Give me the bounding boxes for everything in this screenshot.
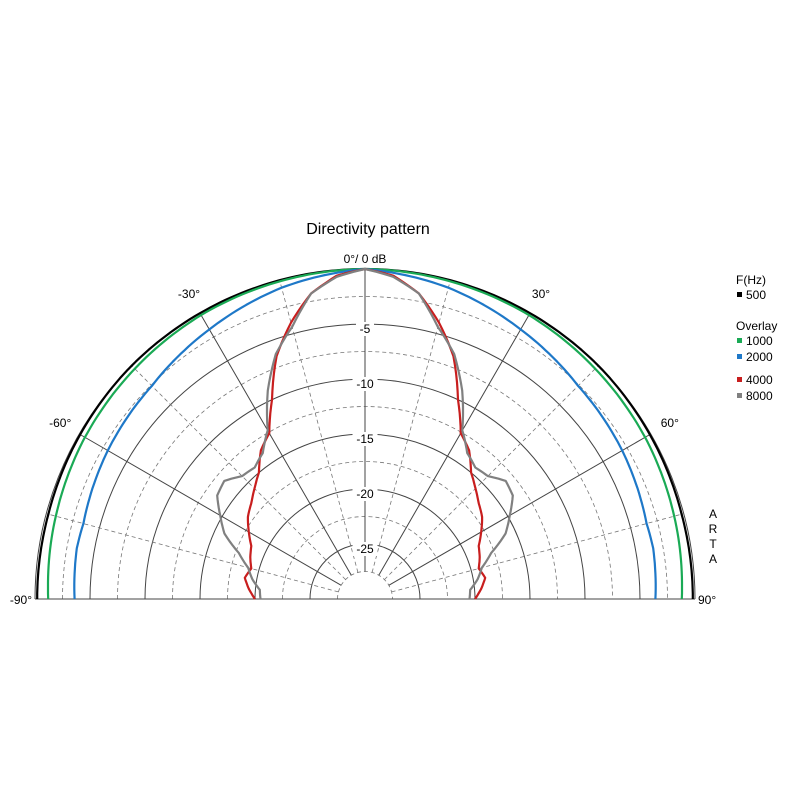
legend-swatch [737,354,742,359]
db-label-bg [352,542,378,556]
legend-swatch [737,393,742,398]
grid-radial [378,312,531,576]
grid-radial [46,513,339,593]
legend-label: 8000 [746,389,773,403]
angle-label: 60° [661,416,679,430]
grid-arc [227,461,503,600]
grid-radial [388,433,652,586]
watermark-letter: A [709,552,717,566]
grid-radial [391,513,684,593]
grid-radial [131,365,346,580]
legend-swatch [737,377,742,382]
grid-arc [62,296,668,600]
db-label: -5 [360,322,371,336]
db-label: -20 [356,487,374,501]
db-label: -10 [356,377,374,391]
legend-label: 4000 [746,373,773,387]
legend-label: 500 [746,288,766,302]
watermark-letter: T [709,537,717,551]
axis-labels: 0°/ 0 dB -90° -60° -30° 30° 60° 90° -5 -10 -15 -20… [10,252,717,607]
chart-title: Directivity pattern [306,221,430,238]
series-curves [36,267,694,600]
series-line-8000 [216,267,514,600]
grid-radial [279,280,359,573]
db-label-bg [356,322,374,336]
db-label-bg [352,487,378,501]
angle-label: 30° [532,287,550,301]
legend-label: 1000 [746,334,773,348]
watermark-letter: R [709,522,718,536]
angle-label: 90° [698,593,716,607]
grid-radial [199,312,352,576]
grid-radial [78,433,342,586]
legend-swatch [737,292,742,297]
legend-label: 2000 [746,350,773,364]
db-label: -15 [356,432,374,446]
angle-label: -90° [10,593,32,607]
angle-label: -30° [178,287,200,301]
db-label-bg [352,432,378,446]
legend-header: F(Hz) [736,273,766,287]
grid-radial [371,280,451,573]
legend-swatch [737,338,742,343]
db-label: -25 [356,542,374,556]
grid-radial [384,365,599,580]
db-label-bg [352,377,378,391]
legend-overlay-header: Overlay [736,319,777,333]
top-label: 0°/ 0 dB [344,252,387,266]
legend: F(Hz) Overlay 500 1000 2000 4000 8000 [736,273,777,403]
angle-label: -60° [49,416,71,430]
watermark-letter: A [709,507,717,521]
